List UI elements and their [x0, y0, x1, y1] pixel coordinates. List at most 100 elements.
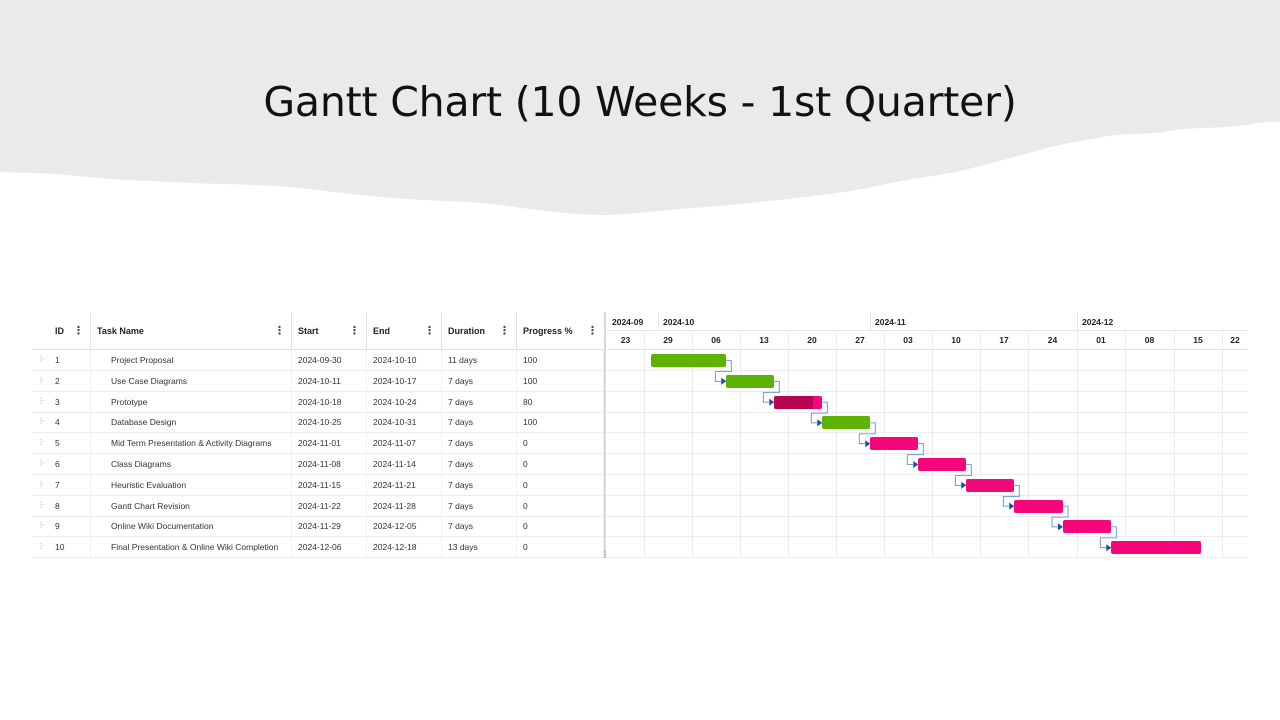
table-row[interactable]: ⠗ 8 Gantt Chart Revision 2024-11-22 2024-11-… — [32, 495, 604, 517]
column-header-start[interactable]: Start ⋮ — [292, 312, 367, 350]
dependency-links — [714, 360, 1117, 552]
timeline-month-scale: 2024-09 2024-10 2024-11 2024-12 — [607, 312, 1248, 331]
cell-duration: 7 days — [442, 474, 517, 495]
task-bar[interactable] — [774, 395, 823, 409]
timeline-week-label: 06 — [711, 335, 721, 345]
column-header-end[interactable]: End ⋮ — [367, 312, 442, 350]
cell-id: 2 — [49, 370, 91, 391]
grid-timeline-splitter[interactable] — [604, 312, 606, 558]
timeline-row — [607, 475, 1248, 496]
cell-progress: 0 — [517, 495, 604, 516]
column-header-task-name-label: Task Name — [97, 326, 144, 336]
cell-id: 8 — [49, 495, 91, 516]
task-bar[interactable] — [870, 437, 919, 451]
column-header-progress-label: Progress % — [523, 326, 573, 336]
table-row[interactable]: ⠗ 5 Mid Term Presentation & Activity Diagr… — [32, 433, 604, 455]
table-row[interactable]: ⠗ 1 Project Proposal 2024-09-30 2024-10-10 11… — [32, 350, 604, 371]
drag-handle-icon[interactable]: ⠗ — [39, 521, 45, 531]
cell-start: 2024-11-01 — [292, 433, 367, 454]
column-header-progress[interactable]: Progress % ⋮ — [517, 312, 604, 350]
timeline-week-label: 08 — [1144, 335, 1155, 345]
timeline-row — [607, 433, 1248, 455]
timeline-week-label: 27 — [855, 335, 865, 345]
task-bar[interactable] — [918, 458, 967, 471]
table-row[interactable]: ⠗ 9 Online Wiki Documentation 2024-11-29 202… — [32, 516, 604, 538]
dependency-link[interactable] — [714, 360, 732, 382]
drag-handle-icon[interactable]: ⠗ — [39, 500, 45, 510]
cell-task: Heuristic Evaluation — [91, 474, 292, 495]
cell-id: 9 — [49, 516, 91, 537]
dependency-link[interactable] — [858, 422, 876, 445]
kebab-menu-icon[interactable]: ⋮ — [349, 325, 360, 337]
kebab-menu-icon[interactable]: ⋮ — [587, 325, 598, 337]
column-header-duration[interactable]: Duration ⋮ — [442, 312, 517, 350]
grid-header: ID ⋮ Task Name ⋮ Start ⋮ End ⋮ Duration … — [32, 312, 604, 350]
arrowhead-icon — [1058, 523, 1063, 531]
timeline-week-label: 23 — [620, 335, 631, 345]
arrowhead-icon — [817, 419, 823, 427]
dependency-link[interactable] — [810, 401, 828, 424]
table-row[interactable]: ⠗ 2 Use Case Diagrams 2024-10-11 2024-10-17 7… — [32, 370, 604, 392]
dependency-link[interactable] — [1051, 505, 1069, 528]
cell-progress: 100 — [517, 370, 604, 391]
table-row[interactable]: ⠗ 6 Class Diagrams 2024-11-08 2024-11-14 7 da… — [32, 454, 604, 475]
dependency-link[interactable] — [1099, 526, 1117, 549]
column-header-id[interactable]: ID ⋮ — [49, 312, 91, 350]
cell-id: 4 — [49, 412, 91, 433]
timeline-week-label: 29 — [663, 335, 673, 345]
task-bar[interactable] — [726, 374, 775, 388]
table-row[interactable]: ⠗ 4 Database Design 2024-10-25 2024-10-31 7 d… — [32, 412, 604, 434]
kebab-menu-icon[interactable]: ⋮ — [499, 325, 510, 337]
cell-duration: 7 days — [442, 516, 517, 537]
resize-grip-icon[interactable]: ⋮ — [601, 550, 609, 559]
dependency-link[interactable] — [1002, 484, 1020, 507]
task-bar[interactable] — [1014, 499, 1063, 513]
table-row[interactable]: ⠗ 3 Prototype 2024-10-18 2024-10-24 7 days 80 — [32, 391, 604, 413]
timeline-week-gridline — [932, 331, 933, 558]
timeline-week-gridline — [1077, 331, 1078, 558]
cell-id: 5 — [49, 433, 91, 454]
task-bar[interactable] — [650, 354, 727, 367]
kebab-menu-icon[interactable]: ⋮ — [274, 325, 285, 337]
dependency-link[interactable] — [906, 443, 924, 465]
timeline-week-gridline — [692, 331, 693, 558]
cell-start: 2024-10-18 — [292, 391, 367, 412]
timeline-row — [607, 371, 1248, 392]
task-bar[interactable] — [1063, 520, 1112, 534]
timeline-week-label: 01 — [1096, 335, 1106, 345]
table-row[interactable]: ⠗ 10 Final Presentation & Online Wiki Comp… — [32, 537, 604, 559]
table-row[interactable]: ⠗ 7 Heuristic Evaluation 2024-11-15 2024-11-… — [32, 474, 604, 496]
drag-handle-icon[interactable]: ⠗ — [39, 438, 45, 448]
arrowhead-icon — [865, 440, 871, 448]
kebab-menu-icon[interactable]: ⋮ — [424, 325, 435, 337]
column-header-task-name[interactable]: Task Name ⋮ — [91, 312, 292, 350]
cell-end: 2024-10-31 — [367, 412, 442, 433]
drag-handle-icon[interactable]: ⠗ — [39, 542, 45, 552]
column-header-duration-label: Duration — [448, 326, 485, 336]
timeline-row — [607, 496, 1248, 517]
arrowhead-icon — [913, 461, 919, 468]
timeline-row — [607, 350, 1248, 371]
drag-handle-icon[interactable]: ⠗ — [39, 479, 45, 489]
task-bar[interactable] — [1111, 541, 1202, 555]
cell-task: Online Wiki Documentation — [91, 516, 292, 537]
timeline-month-label: 2024-09 — [612, 317, 644, 327]
task-bar[interactable] — [822, 416, 871, 430]
drag-handle-icon[interactable]: ⠗ — [39, 355, 45, 364]
task-bar[interactable] — [966, 478, 1015, 492]
cell-task: Prototype — [91, 391, 292, 412]
dependency-link[interactable] — [762, 380, 780, 403]
timeline-row — [607, 392, 1248, 413]
kebab-menu-icon[interactable]: ⋮ — [73, 325, 84, 337]
cell-progress: 0 — [517, 516, 604, 537]
task-bar-progress-fill — [774, 395, 813, 409]
drag-handle-icon[interactable]: ⠗ — [39, 396, 45, 406]
timeline-week-label: 13 — [759, 335, 769, 345]
drag-handle-icon[interactable]: ⠗ — [39, 375, 45, 385]
cell-task: Use Case Diagrams — [91, 370, 292, 391]
cell-task: Gantt Chart Revision — [91, 495, 292, 516]
dependency-link[interactable] — [954, 464, 972, 486]
drag-handle-icon[interactable]: ⠗ — [39, 459, 45, 468]
drag-handle-icon[interactable]: ⠗ — [39, 417, 45, 427]
timeline-week-gridline — [1222, 331, 1223, 558]
